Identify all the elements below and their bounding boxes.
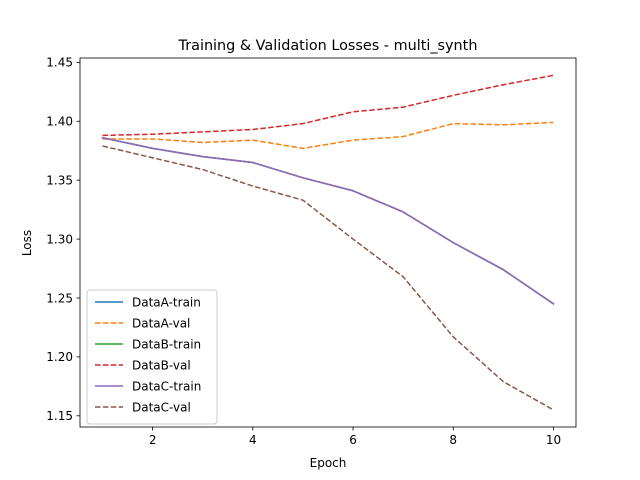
legend-label: DataA-train (132, 295, 201, 309)
y-tick-label: 1.25 (46, 291, 73, 305)
legend-label: DataC-train (132, 379, 201, 393)
x-tick-label: 8 (449, 433, 457, 447)
series-line-datab-val (102, 74, 554, 137)
x-tick-label: 2 (149, 433, 157, 447)
y-tick-label: 1.45 (46, 56, 73, 70)
y-tick-label: 1.35 (46, 173, 73, 187)
x-axis: 2 4 6 8 10 (149, 427, 561, 447)
plot-frame (79, 57, 577, 428)
legend-label: DataA-val (132, 316, 190, 330)
x-tick-label: 10 (546, 433, 561, 447)
series-line-datac-train (101, 136, 555, 305)
legend-label: DataB-val (132, 358, 191, 372)
chart-title: Training & Validation Losses - multi_syn… (178, 38, 478, 54)
x-tick-label: 6 (349, 433, 357, 447)
y-tick-label: 1.20 (46, 350, 73, 364)
y-tick-label: 1.30 (46, 232, 73, 246)
legend-label: DataC-val (132, 400, 191, 414)
y-axis: 1.15 1.20 1.25 1.30 1.35 1.40 1.45 (46, 56, 80, 423)
y-tick-label: 1.15 (46, 409, 73, 423)
series-line-datac-val (102, 145, 554, 411)
y-tick-label: 1.40 (46, 115, 73, 129)
legend-label: DataB-train (132, 337, 201, 351)
x-tick-label: 4 (249, 433, 257, 447)
y-axis-title: Loss (20, 230, 34, 256)
x-axis-title: Epoch (310, 456, 347, 470)
legend: DataA-train DataA-val DataB-train DataB-val… (86, 289, 218, 425)
series-line-dataa-val (102, 121, 554, 150)
series-layer (101, 74, 555, 411)
